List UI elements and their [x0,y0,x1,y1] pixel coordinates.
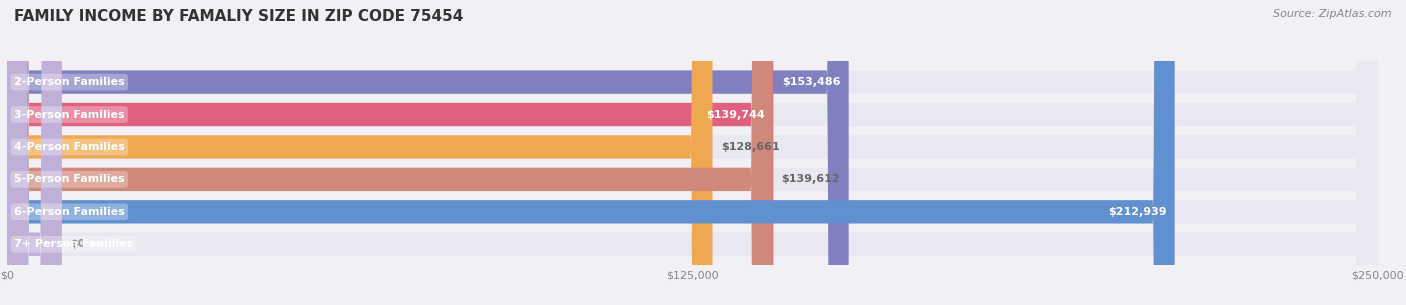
FancyBboxPatch shape [7,0,773,305]
FancyBboxPatch shape [7,0,62,305]
Text: $0: $0 [70,239,86,249]
FancyBboxPatch shape [7,0,1378,305]
Text: Source: ZipAtlas.com: Source: ZipAtlas.com [1274,9,1392,19]
FancyBboxPatch shape [7,0,1378,305]
FancyBboxPatch shape [7,0,1378,305]
Text: 2-Person Families: 2-Person Families [14,77,125,87]
Text: 4-Person Families: 4-Person Families [14,142,125,152]
FancyBboxPatch shape [7,0,849,305]
FancyBboxPatch shape [7,0,772,305]
FancyBboxPatch shape [7,0,1378,305]
Text: FAMILY INCOME BY FAMALIY SIZE IN ZIP CODE 75454: FAMILY INCOME BY FAMALIY SIZE IN ZIP COD… [14,9,464,24]
Text: 6-Person Families: 6-Person Families [14,207,125,217]
Text: $128,661: $128,661 [721,142,779,152]
Text: $139,612: $139,612 [780,174,839,185]
Text: $139,744: $139,744 [706,109,765,120]
FancyBboxPatch shape [7,0,1378,305]
Text: 3-Person Families: 3-Person Families [14,109,125,120]
FancyBboxPatch shape [7,0,1378,305]
Text: $153,486: $153,486 [782,77,841,87]
Text: 5-Person Families: 5-Person Families [14,174,125,185]
Text: $212,939: $212,939 [1108,207,1167,217]
Text: 7+ Person Families: 7+ Person Families [14,239,134,249]
FancyBboxPatch shape [7,0,1174,305]
FancyBboxPatch shape [7,0,713,305]
